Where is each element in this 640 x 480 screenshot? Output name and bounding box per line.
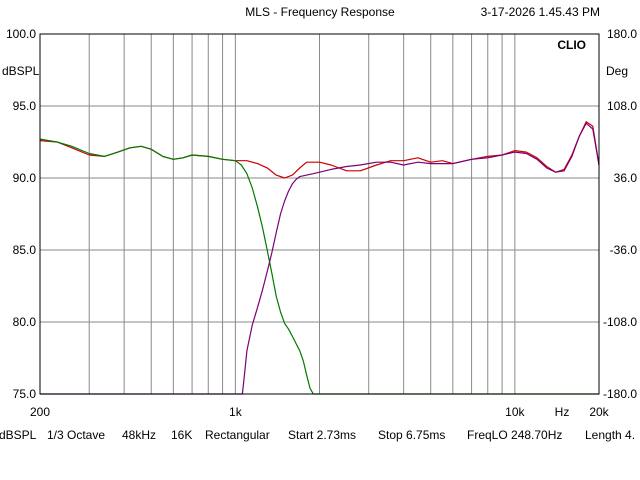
x-tick-label: 200 xyxy=(30,405,50,419)
footer-item: Start 2.73ms xyxy=(288,428,356,442)
series-line-2 xyxy=(39,138,599,395)
y-axis-label: dBSPL xyxy=(2,64,40,78)
y-tick-label: 85.0 xyxy=(13,243,37,257)
footer-item: Rectangular xyxy=(205,428,270,442)
y-tick-label: 90.0 xyxy=(13,171,37,185)
y-tick-label: 75.0 xyxy=(13,387,37,401)
footer-item: Length 4. xyxy=(585,428,635,442)
footer-item: 1/3 Octave xyxy=(47,428,105,442)
footer-item: 16K xyxy=(171,428,192,442)
grid xyxy=(39,33,600,395)
plot-frame xyxy=(39,33,600,395)
x-tick-labels: 200 1k 10k 20k xyxy=(30,405,610,419)
footer-item: FreqLO 248.70Hz xyxy=(467,428,562,442)
y2-tick-label: 108.0 xyxy=(607,99,637,113)
y-tick-label: 100.0 xyxy=(6,27,36,41)
timestamp: 3-17-2026 1.45.43 PM xyxy=(481,5,600,19)
x-tick-label: 20k xyxy=(589,405,609,419)
series-line-3 xyxy=(40,122,600,395)
footer-status-bar: dBSPL 1/3 Octave 48kHz 16K Rectangular Start … xyxy=(0,428,635,442)
y-tick-labels: 75.0 80.0 85.0 90.0 95.0 100.0 xyxy=(6,27,36,401)
footer-item: Stop 6.75ms xyxy=(378,428,445,442)
footer-item: dBSPL xyxy=(0,428,37,442)
x-unit-label: Hz xyxy=(555,405,570,419)
series-group xyxy=(39,121,600,395)
y2-axis-label: Deg xyxy=(606,64,628,78)
y2-tick-label: 180.0 xyxy=(607,27,637,41)
footer-item: 48kHz xyxy=(122,428,156,442)
y2-tick-label: -108.0 xyxy=(603,315,637,329)
chart-title: MLS - Frequency Response xyxy=(245,5,395,19)
x-tick-label: 10k xyxy=(505,405,525,419)
y2-tick-label: -180.0 xyxy=(603,387,637,401)
y-tick-label: 95.0 xyxy=(13,99,37,113)
y2-tick-labels: -180.0 -108.0 -36.0 36.0 108.0 180.0 xyxy=(603,27,637,401)
y2-tick-label: -36.0 xyxy=(610,243,638,257)
x-tick-label: 1k xyxy=(229,405,243,419)
clio-brand-label: CLIO xyxy=(557,38,586,52)
y-tick-label: 80.0 xyxy=(13,315,37,329)
y2-tick-label: 36.0 xyxy=(614,171,638,185)
